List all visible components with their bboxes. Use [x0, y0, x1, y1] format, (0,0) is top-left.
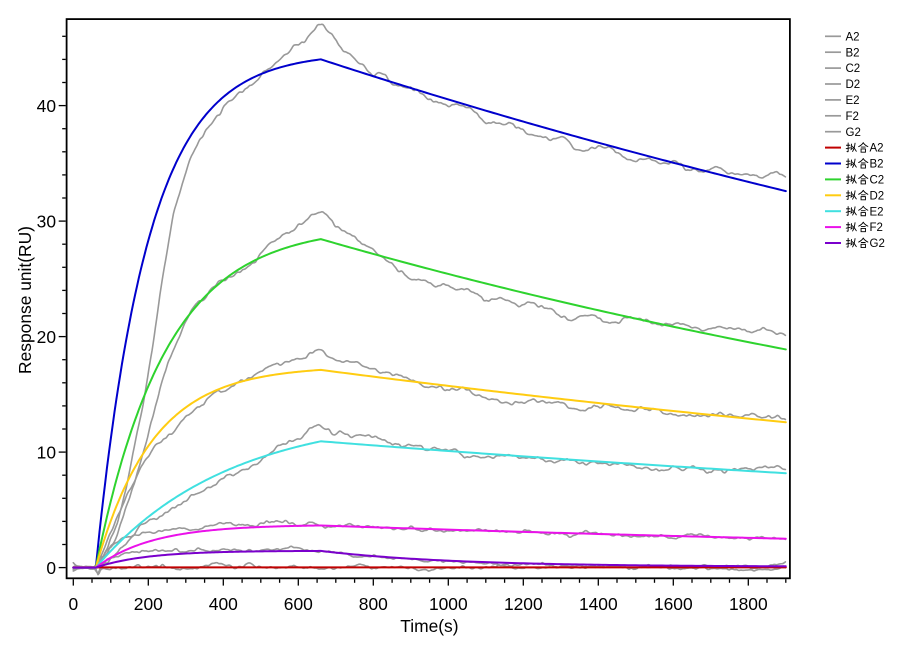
svg-text:C2: C2	[870, 175, 885, 187]
svg-text:D2: D2	[846, 79, 861, 91]
svg-text:E2: E2	[870, 206, 884, 218]
svg-text:D2: D2	[870, 190, 885, 202]
svg-text:600: 600	[284, 594, 313, 614]
svg-text:400: 400	[209, 594, 238, 614]
svg-text:1200: 1200	[504, 594, 543, 614]
svg-text:B2: B2	[870, 159, 884, 171]
svg-text:200: 200	[134, 594, 163, 614]
svg-text:40: 40	[37, 96, 56, 116]
svg-text:20: 20	[37, 327, 56, 347]
svg-text:A2: A2	[846, 31, 860, 43]
svg-text:0: 0	[46, 558, 56, 578]
svg-text:B2: B2	[846, 47, 860, 59]
svg-text:F2: F2	[846, 111, 859, 123]
svg-text:Time(s): Time(s)	[400, 616, 458, 636]
svg-text:800: 800	[359, 594, 388, 614]
svg-text:A2: A2	[870, 143, 884, 155]
svg-text:C2: C2	[846, 63, 861, 75]
svg-text:0: 0	[68, 594, 78, 614]
svg-text:1400: 1400	[579, 594, 618, 614]
svg-text:Response unit(RU): Response unit(RU)	[15, 226, 35, 374]
svg-text:30: 30	[37, 211, 56, 231]
svg-text:1000: 1000	[429, 594, 468, 614]
svg-text:G2: G2	[870, 238, 885, 250]
svg-text:F2: F2	[870, 222, 883, 234]
svg-text:E2: E2	[846, 95, 860, 107]
svg-text:10: 10	[37, 442, 56, 462]
svg-text:G2: G2	[846, 127, 861, 139]
svg-text:1800: 1800	[729, 594, 768, 614]
svg-text:1600: 1600	[654, 594, 693, 614]
